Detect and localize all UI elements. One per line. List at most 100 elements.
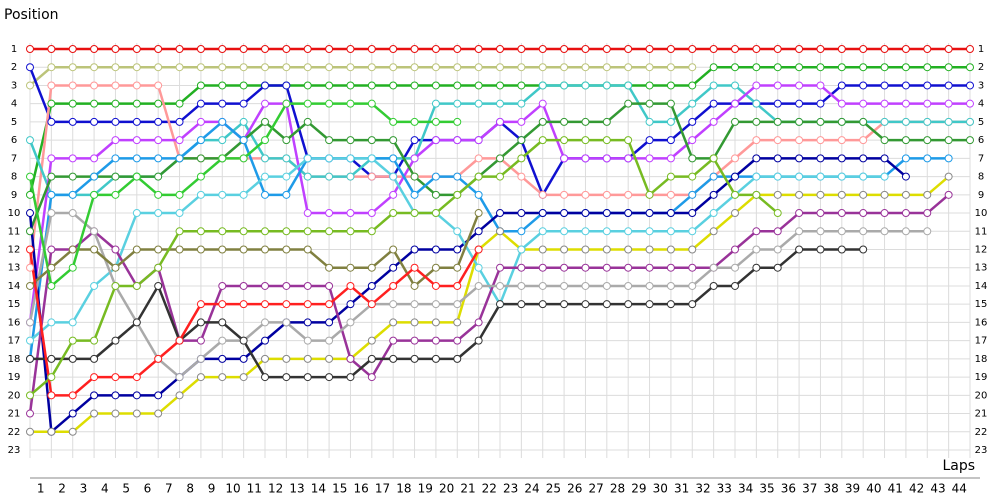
x-tick-label: 10 (225, 482, 240, 496)
position-marker (517, 117, 526, 126)
y-tick-label-right: 23 (975, 445, 988, 456)
x-tick-label: 41 (888, 482, 903, 496)
y-tick-label: 9 (11, 190, 17, 201)
position-marker (666, 263, 675, 272)
position-marker (389, 81, 398, 90)
position-marker (196, 99, 205, 108)
position-marker (132, 318, 141, 327)
position-marker (68, 427, 77, 436)
position-marker (731, 263, 739, 272)
position-marker (880, 99, 889, 108)
position-marker (132, 409, 141, 418)
position-marker (261, 281, 269, 290)
position-marker (752, 154, 761, 163)
y-tick-label-right: 6 (978, 135, 984, 146)
position-marker (602, 209, 611, 218)
position-marker (325, 318, 334, 327)
y-tick-label-right: 16 (975, 317, 988, 328)
position-marker (538, 136, 547, 145)
position-marker (303, 172, 312, 181)
position-marker (474, 227, 483, 236)
position-marker (132, 245, 141, 254)
position-marker (261, 154, 269, 163)
y-tick-label-right: 1 (978, 44, 984, 55)
position-marker (709, 281, 718, 290)
x-tick-label: 12 (268, 482, 283, 496)
position-marker (47, 263, 56, 272)
position-marker (111, 373, 120, 382)
position-marker (688, 117, 697, 126)
position-marker (175, 336, 184, 345)
x-tick-label: 39 (845, 482, 860, 496)
position-marker (752, 81, 761, 90)
position-marker (261, 99, 269, 108)
position-marker (410, 117, 419, 126)
x-tick-label: 34 (738, 482, 753, 496)
x-tick-label: 3 (80, 482, 88, 496)
position-marker (837, 172, 846, 181)
y-tick-label-right: 19 (975, 372, 988, 383)
position-marker (837, 245, 846, 254)
position-marker (517, 45, 526, 53)
position-marker (538, 281, 547, 290)
position-marker (325, 154, 334, 163)
y-tick-label: 17 (8, 336, 21, 347)
position-marker (303, 300, 312, 309)
position-marker (346, 63, 355, 72)
position-marker (752, 190, 761, 199)
position-marker (26, 281, 34, 290)
position-marker (389, 336, 398, 345)
position-marker (560, 63, 569, 72)
position-marker (731, 117, 739, 126)
position-marker (474, 63, 483, 72)
position-marker (859, 81, 868, 90)
position-marker (837, 63, 846, 72)
position-marker (346, 281, 355, 290)
position-marker (154, 391, 163, 400)
position-marker (346, 99, 355, 108)
position-marker (346, 81, 355, 90)
series-line (28, 248, 480, 397)
position-marker (859, 136, 868, 145)
y-tick-label-right: 3 (978, 80, 984, 91)
position-marker (624, 209, 633, 218)
position-marker (282, 172, 291, 181)
x-tick-label: 8 (186, 482, 194, 496)
position-marker (923, 154, 932, 163)
position-marker (47, 318, 56, 327)
position-marker (47, 354, 56, 363)
position-marker (517, 263, 526, 272)
position-marker (303, 373, 312, 382)
position-marker (68, 154, 77, 163)
position-marker (410, 209, 419, 218)
position-marker (68, 318, 77, 327)
position-marker (431, 300, 440, 309)
position-marker (496, 263, 504, 272)
position-marker (731, 190, 739, 199)
position-marker (325, 373, 334, 382)
position-marker (282, 227, 291, 236)
position-marker (26, 190, 34, 199)
position-marker (453, 300, 462, 309)
position-marker (795, 227, 804, 236)
position-marker (431, 354, 440, 363)
position-marker (68, 263, 77, 272)
position-marker (111, 190, 120, 199)
position-marker (282, 99, 291, 108)
y-tick-label-right: 5 (978, 117, 984, 128)
position-marker (901, 63, 910, 72)
position-marker (410, 45, 419, 53)
x-tick-label: 9 (208, 482, 216, 496)
position-marker (923, 117, 932, 126)
position-marker (666, 63, 675, 72)
position-marker (303, 45, 312, 53)
position-marker (154, 209, 163, 218)
position-marker (688, 154, 697, 163)
position-marker (367, 373, 376, 382)
position-marker (795, 45, 804, 53)
position-marker (795, 136, 804, 145)
y-tick-label: 14 (8, 281, 21, 292)
position-marker (966, 45, 974, 53)
position-marker (773, 209, 782, 218)
position-marker (26, 263, 34, 272)
